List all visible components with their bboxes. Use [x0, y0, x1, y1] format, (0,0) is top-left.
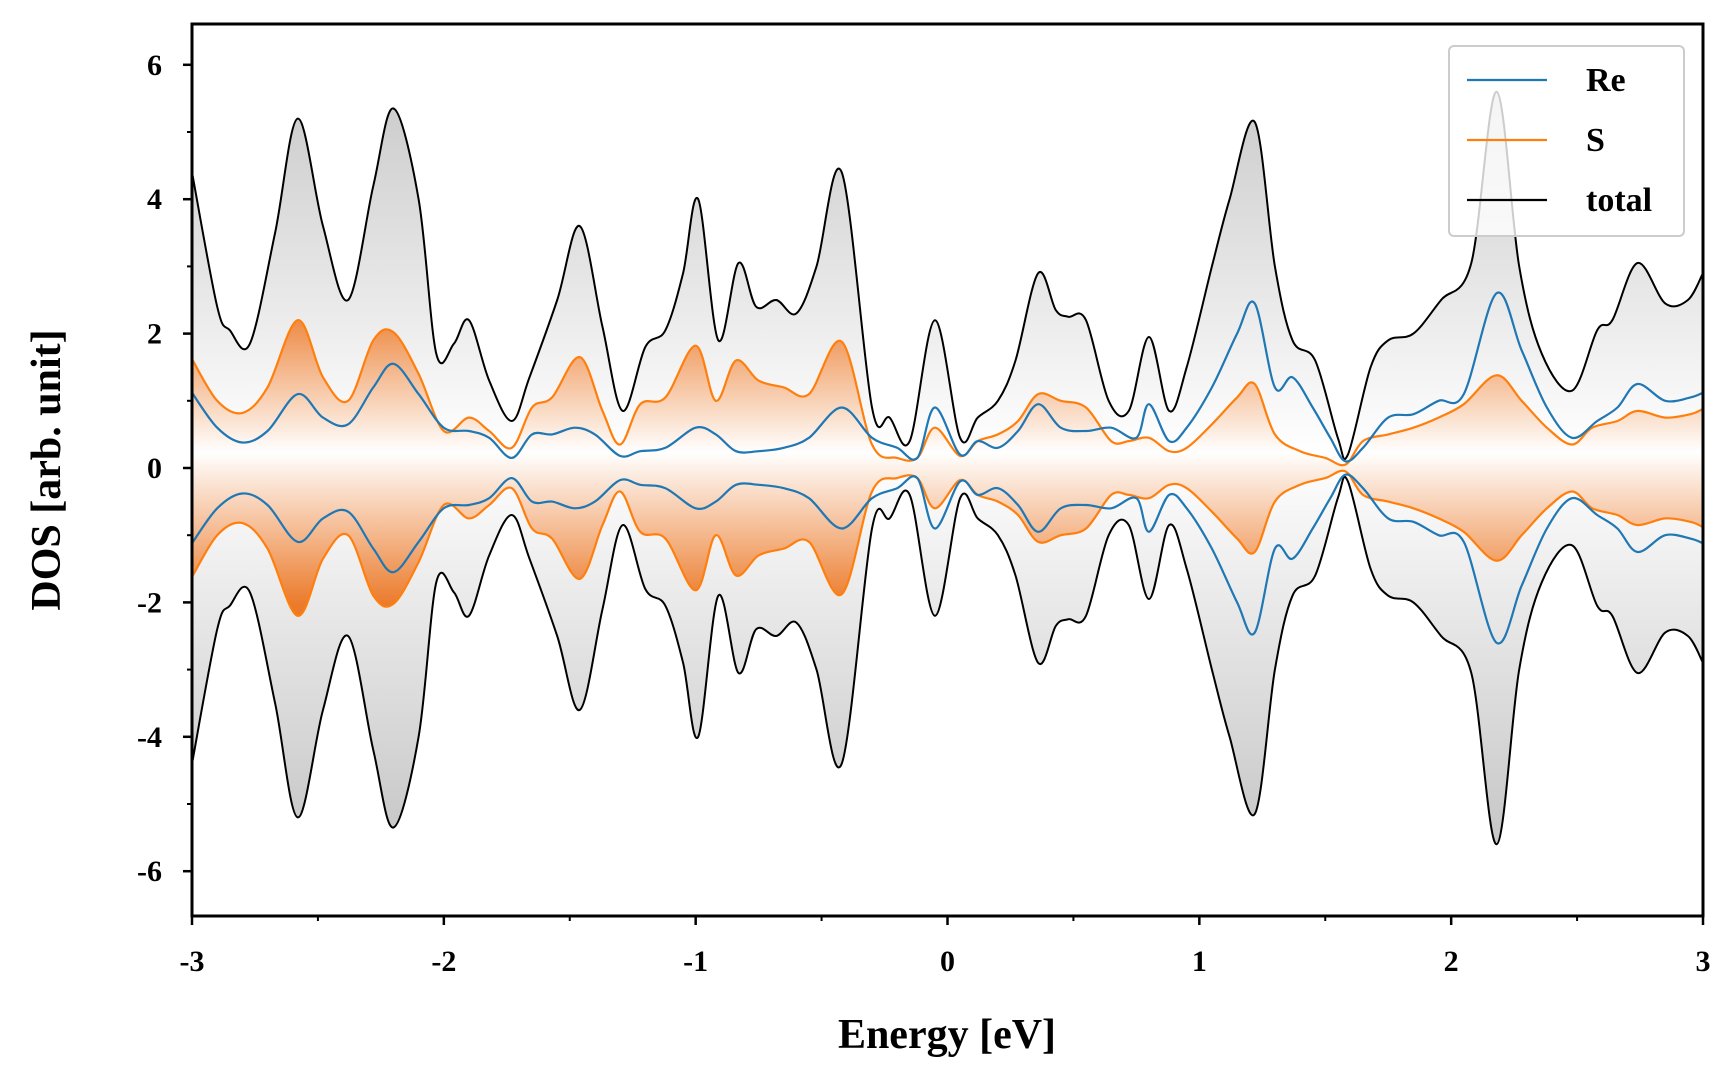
Re-line-upper	[191, 291, 1704, 463]
y-tick-label: 6	[147, 49, 162, 82]
x-axis-label: Energy [eV]	[838, 1012, 1056, 1058]
legend-label-Re: Re	[1586, 62, 1626, 99]
legend-box	[1448, 45, 1685, 237]
Re-line-lower	[191, 473, 1704, 645]
y-axis: -6 -4 -2 0 2 4 6	[137, 49, 192, 888]
fill-layer	[192, 91, 1703, 845]
x-tick-label: 2	[1444, 945, 1459, 978]
y-tick-label: 2	[147, 318, 162, 351]
y-tick-label: 0	[147, 452, 162, 485]
total-line-upper	[191, 90, 1704, 461]
x-tick-label: -2	[431, 945, 456, 978]
x-tick-label: 3	[1696, 945, 1711, 978]
y-tick-label: -4	[137, 721, 162, 754]
legend-label-S: S	[1586, 122, 1605, 159]
x-tick-label: -1	[683, 945, 708, 978]
legend-label-total: total	[1586, 182, 1652, 219]
x-tick-label: 1	[1192, 945, 1207, 978]
y-tick-label: 4	[147, 183, 162, 216]
x-tick-label: 0	[940, 945, 955, 978]
x-axis: -3 -2 -1 0 1 2 3	[180, 916, 1711, 978]
total-line-lower	[191, 475, 1704, 846]
y-tick-label: -6	[137, 855, 162, 888]
line-layer	[191, 90, 1704, 846]
S-fill	[192, 320, 1703, 616]
y-axis-label: DOS [arb. unit]	[24, 329, 70, 610]
x-tick-label: -3	[180, 945, 205, 978]
y-tick-label: -2	[137, 586, 162, 619]
